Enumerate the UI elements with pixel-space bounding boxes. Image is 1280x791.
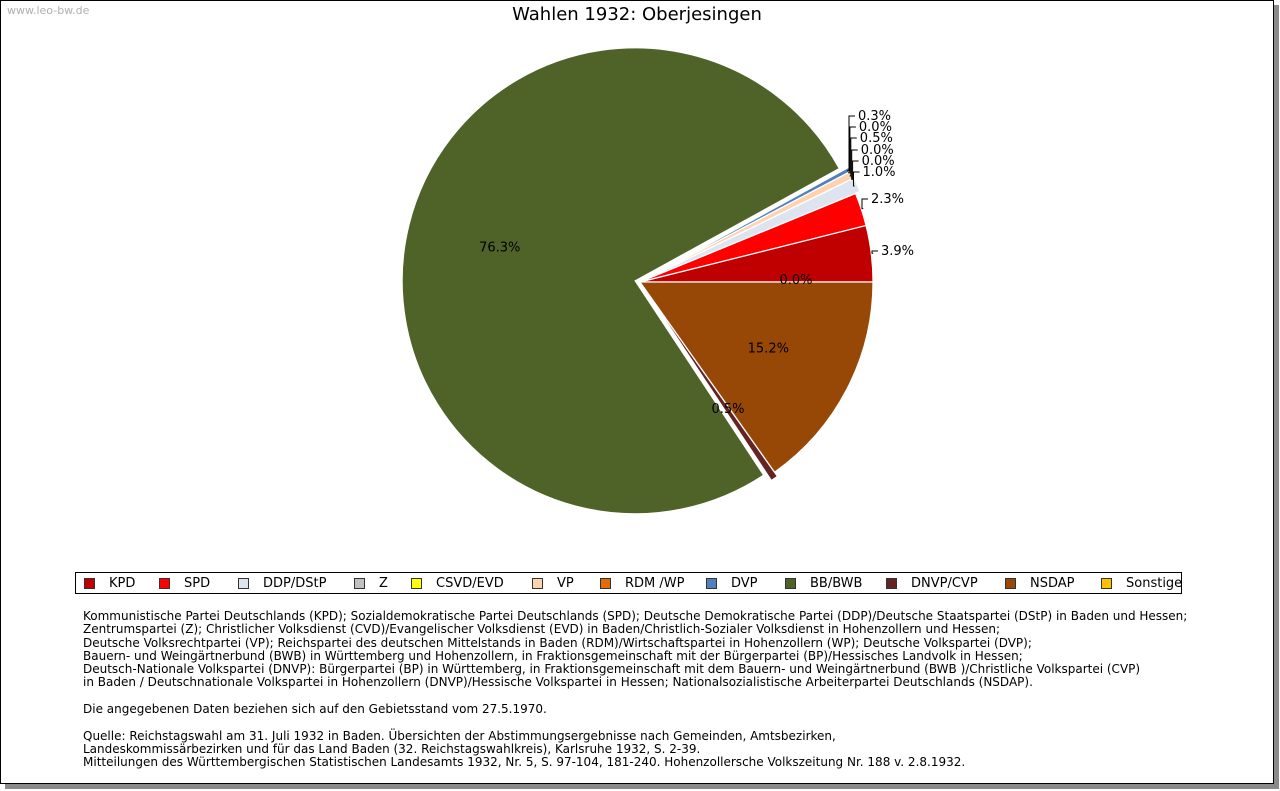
legend-swatch <box>1005 578 1016 589</box>
watermark: www.leo-bw.de <box>7 4 90 17</box>
legend-item-rdm-wp: RDM /WP <box>600 576 684 591</box>
legend-label: SPD <box>184 576 211 591</box>
legend-item-spd: SPD <box>159 576 210 591</box>
pie-slice-nsdap <box>638 281 874 474</box>
legend-swatch <box>238 578 249 589</box>
legend-label: Z <box>379 576 388 591</box>
legend-item-bb-bwb: BB/BWB <box>785 576 862 591</box>
legend-swatch <box>886 578 897 589</box>
legend-item-csvd-evd: CSVD/EVD <box>411 576 504 591</box>
chart-legend: KPD SPD DDP/DStP Z CSVD/EVD VP RDM /WP DVP BB/BW… <box>75 572 1182 594</box>
notes-line: Deutsche Volksrechtpartei (VP); Reichspa… <box>83 635 1032 650</box>
notes-text: Kommunistische Partei Deutschlands (KPD)… <box>83 609 1188 770</box>
legend-label: Sonstige <box>1126 576 1183 591</box>
slice-label-bb-bwb: 76.3% <box>479 240 520 255</box>
notes-line <box>83 716 1187 729</box>
legend-item-vp: VP <box>532 576 574 591</box>
slice-label-dvp: 0.3% <box>858 109 891 124</box>
leader-line-dvp <box>846 115 855 172</box>
pie-chart: 76.3%0.5%15.2%0.0%3.9%2.3%1.0%0.0%0.0%0.… <box>401 47 914 515</box>
slice-label-z: 0.0% <box>862 154 895 169</box>
legend-label: NSDAP <box>1030 576 1075 591</box>
slice-label-csvd-evd: 0.0% <box>861 143 894 158</box>
legend-item-ddp-dstp: DDP/DStP <box>238 576 326 591</box>
leader-line-z <box>851 160 859 180</box>
legend-item-z: Z <box>354 576 388 591</box>
pie-slice-dnvp-cvp <box>642 285 779 482</box>
slice-label-vp: 0.5% <box>860 131 893 146</box>
legend-item-nsdap: NSDAP <box>1005 576 1075 591</box>
legend-label: CSVD/EVD <box>436 576 504 591</box>
legend-label: DVP <box>731 576 758 591</box>
legend-label: KPD <box>109 576 136 591</box>
legend-swatch <box>785 578 796 589</box>
legend-swatch <box>532 578 543 589</box>
legend-swatch <box>159 578 170 589</box>
legend-swatch <box>1101 578 1112 589</box>
legend-item-dvp: DVP <box>706 576 758 591</box>
leader-line-kpd <box>871 250 878 254</box>
notes-line: Landeskommissärbezirken und für das Land… <box>83 741 701 756</box>
legend-swatch <box>600 578 611 589</box>
legend-item-kpd: KPD <box>84 576 135 591</box>
legend-swatch <box>411 578 422 589</box>
legend-swatch <box>354 578 365 589</box>
leader-line-rdm-wp <box>848 126 856 174</box>
slice-label-sonstige: 0.0% <box>779 273 812 288</box>
leader-line-vp <box>849 137 857 177</box>
legend-label: DNVP/CVP <box>911 576 978 591</box>
notes-line: Mitteilungen des Württembergischen Stati… <box>83 755 966 770</box>
slice-label-spd: 2.3% <box>871 192 904 207</box>
notes-line: in Baden / Deutschnationale Volkspartei … <box>83 675 1033 690</box>
legend-item-dnvp-cvp: DNVP/CVP <box>886 576 978 591</box>
notes-line: Bauern- und Weingärtnerbund (BWB) in Wür… <box>83 648 1023 663</box>
slice-label-ddp-dstp: 1.0% <box>863 165 896 180</box>
leader-line-spd <box>861 198 868 210</box>
notes-line: Deutsch-Nationale Volkspartei (DNVP): Bü… <box>83 662 1141 677</box>
legend-swatch <box>706 578 717 589</box>
chart-title: Wahlen 1932: Oberjesingen <box>512 4 762 25</box>
notes-line: Die angegebenen Daten beziehen sich auf … <box>83 702 547 717</box>
slice-label-kpd: 3.9% <box>881 244 914 259</box>
legend-label: RDM /WP <box>625 576 685 591</box>
notes-line: Kommunistische Partei Deutschlands (KPD)… <box>83 609 1188 623</box>
slice-label-dnvp-cvp: 0.5% <box>711 402 744 417</box>
notes-line <box>83 690 1187 703</box>
pie-slice-bb-bwb <box>401 47 841 515</box>
slice-label-nsdap: 15.2% <box>748 341 789 356</box>
legend-swatch <box>84 578 95 589</box>
notes-line: Quelle: Reichstagswahl am 31. Juli 1932 … <box>83 728 836 743</box>
legend-label: BB/BWB <box>810 576 863 591</box>
legend-item-sonstige: Sonstige <box>1101 576 1182 591</box>
notes-line: Zentrumspartei (Z); Christlicher Volksdi… <box>83 622 1001 637</box>
legend-label: VP <box>557 576 574 591</box>
legend-label: DDP/DStP <box>263 576 327 591</box>
slice-label-rdm-wp: 0.0% <box>859 120 892 135</box>
leader-line-csvd-evd <box>851 149 858 180</box>
leader-line-ddp-dstp <box>853 171 860 187</box>
